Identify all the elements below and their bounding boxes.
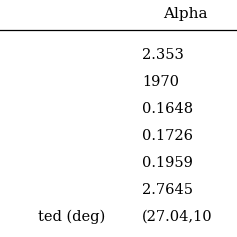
Text: 1970: 1970 (142, 75, 179, 89)
Text: Alpha: Alpha (163, 7, 207, 21)
Text: 0.1959: 0.1959 (142, 156, 193, 170)
Text: (27.04,10: (27.04,10 (142, 210, 213, 224)
Text: ted (deg): ted (deg) (38, 210, 105, 224)
Text: 0.1726: 0.1726 (142, 129, 193, 143)
Text: 2.353: 2.353 (142, 48, 184, 62)
Text: 0.1648: 0.1648 (142, 102, 193, 116)
Text: 2.7645: 2.7645 (142, 183, 193, 197)
